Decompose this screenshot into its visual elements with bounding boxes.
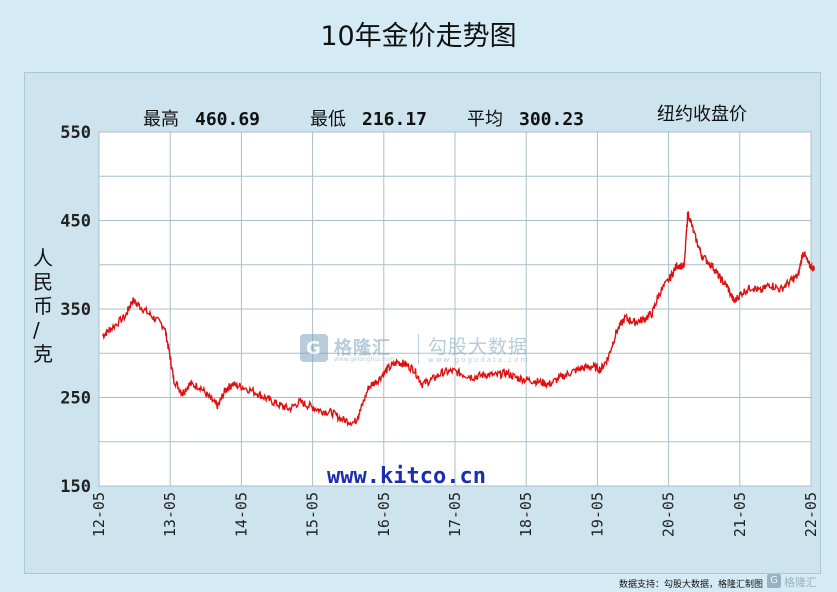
corner-logo-icon: G <box>767 574 781 588</box>
y-tick-label: 250 <box>60 389 91 409</box>
y-axis-label-char: 人 <box>33 246 53 270</box>
corner-logo-text: 格隆汇 <box>784 576 817 589</box>
kitco-annotation: www.kitco.cn <box>327 464 486 489</box>
stat-avg-label: 平均 <box>467 109 503 130</box>
stat-low-label: 最低 <box>310 109 346 130</box>
y-axis-label-char: 克 <box>33 342 53 366</box>
gold-price-line <box>101 211 816 427</box>
y-tick-label: 350 <box>60 300 91 320</box>
x-tick-label: 14-05 <box>232 492 250 537</box>
stats-layer: 最高 460.69 最低 216.17 平均 300.23 纽约收盘价 <box>143 104 747 130</box>
series-layer <box>101 211 816 427</box>
x-tick-label: 17-05 <box>446 492 464 537</box>
grid-layer <box>98 131 812 487</box>
axis-layer: 150 250 350 450 550 12-05 13-05 14-05 15-05 16-05… <box>60 123 820 537</box>
stat-low-value: 216.17 <box>362 109 427 130</box>
y-axis-label-char: 币 <box>33 294 53 318</box>
x-tick-label: 15-05 <box>304 492 322 537</box>
x-tick-label: 22-05 <box>802 492 820 537</box>
x-tick-label: 16-05 <box>375 492 393 537</box>
x-tick-label: 19-05 <box>588 492 606 537</box>
x-tick-label: 20-05 <box>660 492 678 537</box>
page-title: 10年金价走势图 <box>320 21 517 52</box>
stat-source-label: 纽约收盘价 <box>657 104 747 125</box>
y-tick-label: 450 <box>60 212 91 232</box>
y-axis-label-char: / <box>33 318 40 342</box>
x-tick-label: 21-05 <box>731 492 749 537</box>
gold-price-chart: 150 250 350 450 550 12-05 13-05 14-05 15-05 16-05… <box>33 104 820 537</box>
y-axis-label: 人民币/克 <box>33 246 53 366</box>
x-tick-label: 18-05 <box>517 492 535 537</box>
footer-credit: 数据支持：勾股大数据，格隆汇制图 <box>618 580 763 590</box>
corner-logo: G 格隆汇 <box>767 574 833 589</box>
y-tick-label: 550 <box>60 123 91 143</box>
stat-high-label: 最高 <box>143 109 179 130</box>
stat-high-value: 460.69 <box>195 109 260 130</box>
stat-avg-value: 300.23 <box>519 109 584 130</box>
y-tick-label: 150 <box>60 477 91 497</box>
x-tick-label: 12-05 <box>90 492 108 537</box>
y-axis-label-char: 民 <box>33 270 53 294</box>
chart-panel: 150 250 350 450 550 12-05 13-05 14-05 15-05 16-05… <box>24 72 821 574</box>
x-tick-label: 13-05 <box>161 492 179 537</box>
